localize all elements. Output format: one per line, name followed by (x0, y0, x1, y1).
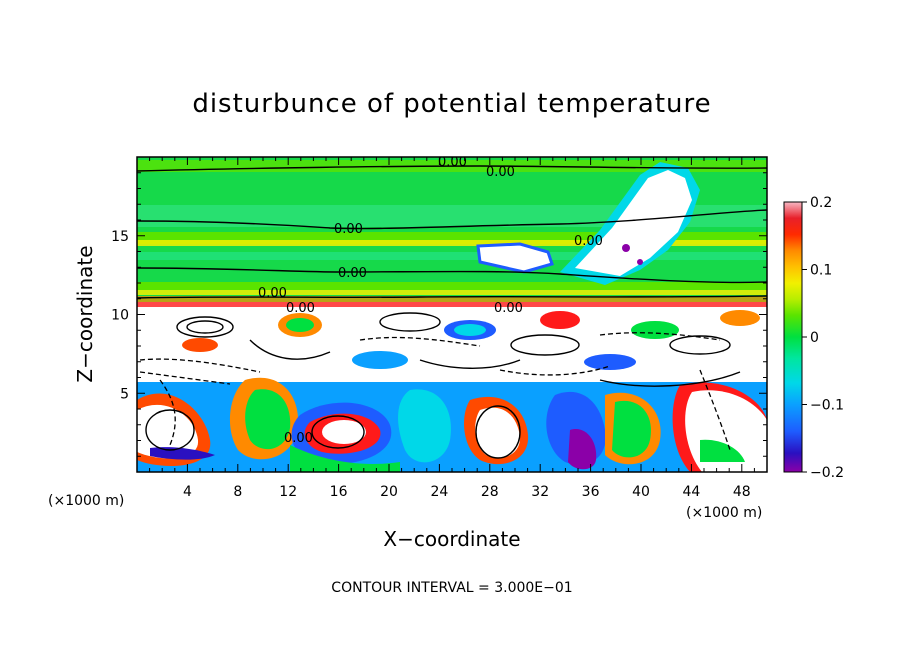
colorbar-tick-label: 0.1 (810, 263, 832, 279)
temperature-field: 0.00 0.00 0.00 0.00 0.00 0.00 0.00 0.00 … (137, 155, 767, 472)
colorbar-tick-label: −0.1 (810, 398, 844, 414)
contour-label: 0.00 (338, 266, 367, 281)
colorbar-tick-label: −0.2 (810, 465, 844, 481)
x-tick-label: 20 (380, 484, 398, 500)
x-tick-label: 40 (632, 484, 650, 500)
y-tick-label: 10 (111, 308, 129, 324)
x-unit-label-left: (×1000 m) (48, 493, 124, 509)
x-axis-title: X−coordinate (383, 527, 520, 551)
contour-label: 0.00 (438, 155, 467, 170)
y-axis-title: Z−coordinate (73, 245, 97, 382)
colorbar-ticks: 0.2 0.1 0 −0.1 −0.2 (802, 195, 844, 481)
y-tick-label: 15 (111, 229, 129, 245)
x-tick-label: 36 (582, 484, 600, 500)
contour-label: 0.00 (486, 165, 515, 180)
contour-label: 0.00 (574, 234, 603, 249)
colorbar (783, 201, 803, 473)
y-tick-label: 5 (120, 386, 129, 402)
x-tick-label: 12 (279, 484, 297, 500)
x-tick-label: 24 (430, 484, 448, 500)
contour-label: 0.00 (286, 301, 315, 316)
contour-label: 0.00 (494, 301, 523, 316)
x-axis-ticks: 4 8 12 16 20 24 28 32 36 40 44 48 (149, 157, 755, 500)
colorbar-tick-label: 0 (810, 330, 819, 346)
x-tick-label: 44 (682, 484, 700, 500)
x-tick-label: 48 (733, 484, 751, 500)
chart-title: disturbunce of potential temperature (192, 89, 711, 119)
contour-interval-note: CONTOUR INTERVAL = 3.000E−01 (331, 580, 572, 596)
contour-labels: 0.00 0.00 0.00 0.00 0.00 0.00 0.00 0.00 … (258, 155, 603, 446)
x-tick-label: 28 (481, 484, 499, 500)
contour-label: 0.00 (284, 431, 313, 446)
x-tick-label: 32 (531, 484, 549, 500)
colorbar-tick-label: 0.2 (810, 195, 832, 211)
x-tick-label: 8 (233, 484, 242, 500)
x-tick-label: 4 (183, 484, 192, 500)
x-tick-label: 16 (330, 484, 348, 500)
y-axis-ticks: 5 10 15 (111, 172, 767, 457)
x-unit-label-right: (×1000 m) (686, 505, 762, 521)
contour-label: 0.00 (334, 222, 363, 237)
contour-label: 0.00 (258, 286, 287, 301)
